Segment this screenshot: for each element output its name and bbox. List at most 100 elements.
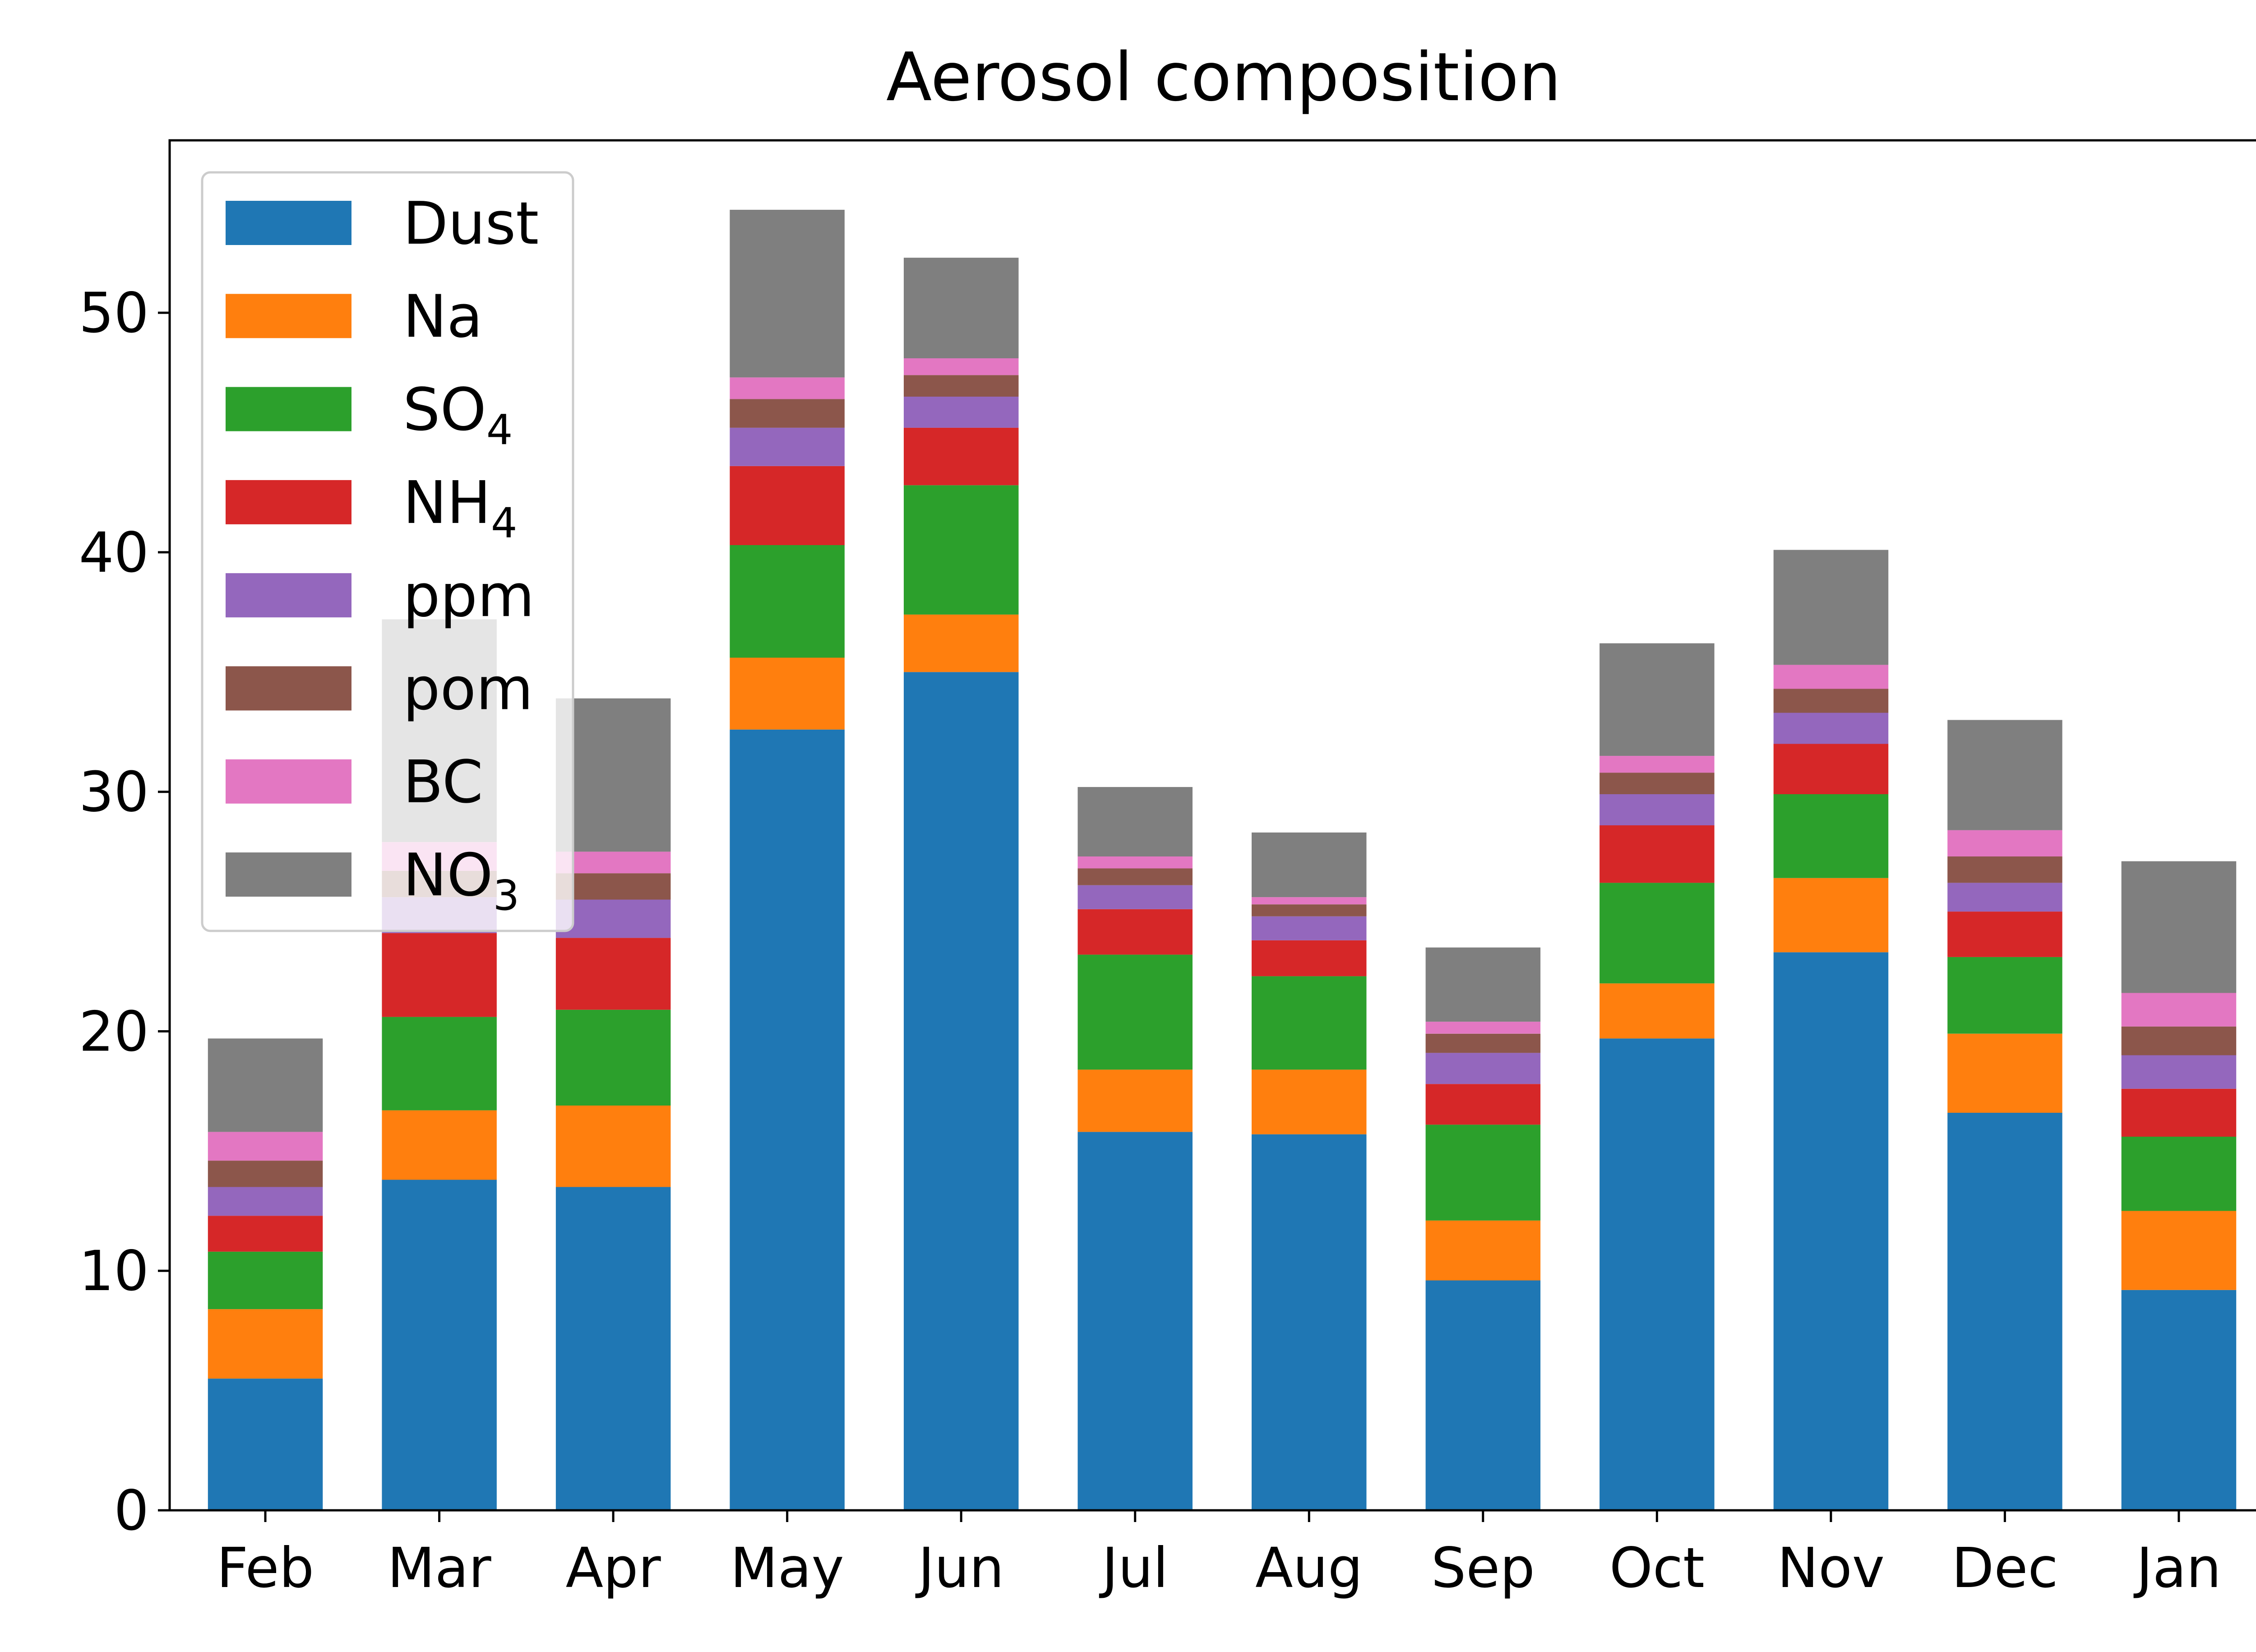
bar-bc-nov (1773, 665, 1889, 689)
bar-ppm-jan (2121, 1055, 2237, 1089)
legend-swatch-bc (226, 759, 351, 804)
bar-so4-may (730, 545, 845, 658)
bar-pom-jul (1077, 868, 1193, 885)
bar-bc-jan (2121, 993, 2237, 1027)
bar-nh4-nov (1773, 744, 1889, 794)
bar-dust-apr (555, 1187, 671, 1510)
legend-box (201, 171, 574, 932)
x-tick-label: Apr (566, 1536, 661, 1600)
x-tick-label: Dec (1951, 1536, 2058, 1600)
x-tick-label: Jun (915, 1536, 1004, 1600)
bar-ppm-sep (1425, 1053, 1541, 1084)
bar-nh4-aug (1252, 940, 1367, 976)
legend-swatch-pom (226, 666, 351, 711)
bar-dust-jul (1077, 1132, 1193, 1510)
bar-dust-aug (1252, 1134, 1367, 1510)
legend-swatch-no3 (226, 852, 351, 897)
axes-layer: 0 10 20 30 40 50 Feb Mar Apr May Jun Jul Aug Sep Oct No… (79, 139, 2256, 1600)
bar-no3-nov (1773, 550, 1889, 665)
bar-dust-mar (382, 1180, 497, 1510)
bar-nh4-jun (904, 427, 1019, 486)
legend-label-bc: BC (403, 748, 483, 816)
legend-label-na: Na (403, 282, 483, 351)
bar-na-oct (1600, 983, 1715, 1039)
legend-label-nh4: NH4 (403, 468, 518, 547)
bar-na-jul (1077, 1069, 1193, 1132)
bar-ppm-aug (1252, 916, 1367, 940)
bar-bc-aug (1252, 897, 1367, 905)
y-tick-label: 0 (114, 1479, 149, 1543)
bar-no3-jul (1077, 787, 1193, 856)
bar-pom-sep (1425, 1033, 1541, 1053)
bar-dust-nov (1773, 952, 1889, 1510)
plot-frame (168, 139, 2256, 1512)
bar-na-jan (2121, 1211, 2237, 1290)
y-tick-label: 50 (79, 281, 149, 345)
legend-swatch-so4 (226, 387, 351, 431)
bar-bc-sep (1425, 1022, 1541, 1034)
bar-so4-mar (382, 1017, 497, 1111)
bar-so4-aug (1252, 976, 1367, 1070)
bar-dust-jan (2121, 1290, 2237, 1510)
bar-na-dec (1947, 1033, 2062, 1113)
bar-dust-sep (1425, 1280, 1541, 1510)
legend-label-pom: pom (403, 655, 533, 723)
x-tick-label: Mar (387, 1536, 491, 1600)
bar-nh4-oct (1600, 825, 1715, 883)
bar-no3-apr (555, 698, 671, 852)
bar-na-jun (904, 614, 1019, 672)
bar-na-sep (1425, 1220, 1541, 1281)
bar-nh4-apr (555, 938, 671, 1010)
bar-nh4-may (730, 466, 845, 545)
bar-pom-dec (1947, 856, 2062, 883)
bar-nh4-mar (382, 933, 497, 1017)
bar-so4-jan (2121, 1137, 2237, 1211)
bar-bc-apr (555, 851, 671, 874)
bar-no3-jun (904, 258, 1019, 358)
bar-na-feb (208, 1309, 323, 1379)
bar-so4-jun (904, 485, 1019, 615)
bar-dust-jun (904, 672, 1019, 1510)
y-tick-label: 40 (79, 521, 149, 585)
bar-ppm-dec (1947, 883, 2062, 912)
bar-so4-dec (1947, 957, 2062, 1034)
x-tick-label: May (730, 1536, 844, 1600)
bar-na-nov (1773, 878, 1889, 953)
x-tick-label: Jul (1099, 1536, 1168, 1600)
bar-bc-feb (208, 1132, 323, 1161)
bar-pom-apr (555, 873, 671, 900)
x-tick-label: Oct (1609, 1536, 1705, 1600)
legend-label-no3: NO3 (403, 841, 519, 920)
bar-bc-jul (1077, 856, 1193, 869)
bar-pom-jan (2121, 1026, 2237, 1055)
bar-ppm-jun (904, 396, 1019, 428)
bar-so4-feb (208, 1251, 323, 1310)
x-tick-label: Nov (1777, 1536, 1885, 1600)
bar-bc-oct (1600, 756, 1715, 773)
bar-pom-jun (904, 375, 1019, 397)
bar-ppm-feb (208, 1187, 323, 1216)
legend-label-ppm: ppm (403, 561, 535, 630)
bar-pom-oct (1600, 773, 1715, 794)
bar-no3-oct (1600, 643, 1715, 756)
bar-na-aug (1252, 1069, 1367, 1134)
bar-na-may (730, 657, 845, 730)
bar-dust-dec (1947, 1112, 2062, 1510)
y-tick-label: 10 (79, 1239, 149, 1303)
bar-nh4-jan (2121, 1088, 2237, 1137)
bar-nh4-sep (1425, 1084, 1541, 1125)
bar-na-mar (382, 1110, 497, 1180)
bar-no3-sep (1425, 947, 1541, 1022)
bar-ppm-may (730, 427, 845, 466)
bar-bc-dec (1947, 830, 2062, 856)
bar-pom-may (730, 399, 845, 428)
y-tick-label: 30 (79, 760, 149, 824)
bar-so4-jul (1077, 954, 1193, 1070)
x-tick-label: Sep (1431, 1536, 1535, 1600)
y-tick-label: 20 (79, 1000, 149, 1064)
bar-ppm-jul (1077, 885, 1193, 909)
bar-na-apr (555, 1106, 671, 1187)
legend-label-dust: Dust (403, 189, 539, 258)
bar-ppm-oct (1600, 794, 1715, 825)
